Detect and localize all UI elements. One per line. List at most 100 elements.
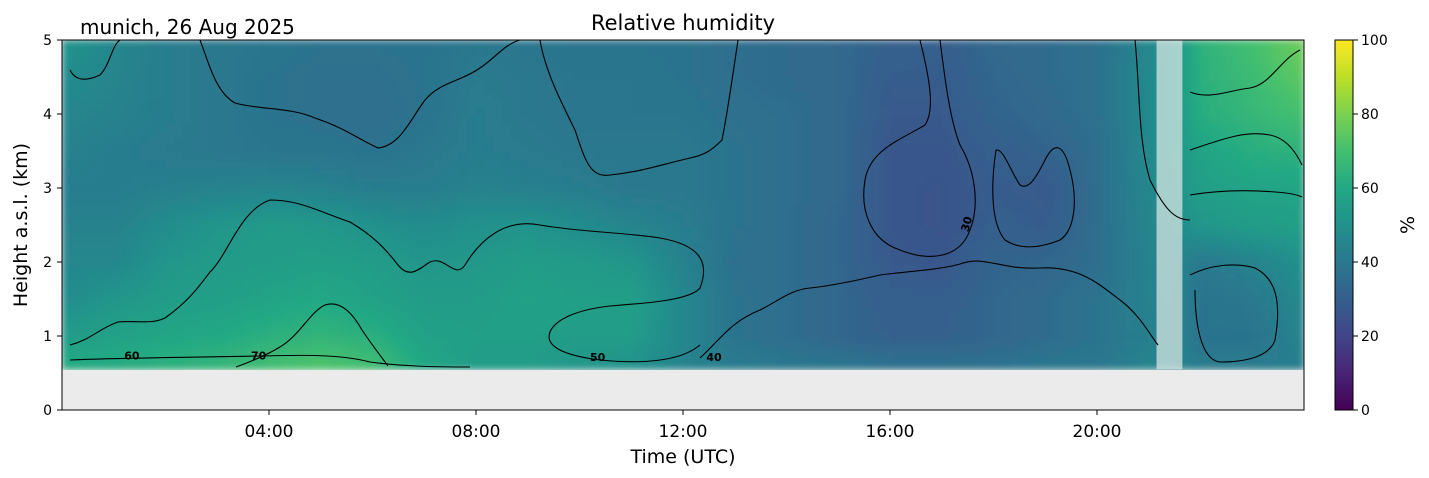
heatmap-cell xyxy=(872,324,882,333)
heatmap-cell xyxy=(898,92,908,101)
heatmap-cell xyxy=(398,294,408,303)
heatmap-cell xyxy=(269,137,279,146)
heatmap-cell xyxy=(872,159,882,168)
heatmap-cell xyxy=(717,84,727,93)
heatmap-cell xyxy=(665,279,675,288)
heatmap-cell xyxy=(527,99,537,108)
heatmap-cell xyxy=(510,234,520,243)
heatmap-cell xyxy=(872,182,882,191)
heatmap-cell xyxy=(864,189,874,198)
heatmap-cell xyxy=(648,114,658,123)
heatmap-cell xyxy=(217,152,227,161)
heatmap-cell xyxy=(984,114,995,123)
heatmap-cell xyxy=(915,309,926,318)
heatmap-cell xyxy=(984,189,995,198)
heatmap-cell xyxy=(62,174,72,183)
heatmap-cell xyxy=(864,47,874,56)
heatmap-cell xyxy=(493,144,503,153)
heatmap-cell xyxy=(467,286,477,296)
heatmap-cell xyxy=(277,107,287,116)
heatmap-cell xyxy=(691,40,701,49)
heatmap-cell xyxy=(484,324,494,333)
heatmap-cell xyxy=(260,204,270,213)
heatmap-cell xyxy=(243,219,253,228)
heatmap-cell xyxy=(312,77,322,86)
heatmap-cell xyxy=(1019,47,1029,56)
heatmap-cell xyxy=(752,316,762,325)
heatmap-cell xyxy=(260,54,270,64)
heatmap-cell xyxy=(924,212,934,221)
heatmap-cell xyxy=(527,361,537,370)
heatmap-cell xyxy=(96,167,106,176)
heatmap-cell xyxy=(251,144,261,153)
heatmap-cell xyxy=(527,227,537,236)
heatmap-cell xyxy=(976,62,986,71)
heatmap-cell xyxy=(415,242,425,251)
heatmap-cell xyxy=(562,159,572,168)
heatmap-cell xyxy=(657,99,667,108)
heatmap-cell xyxy=(821,242,831,251)
heatmap-cell xyxy=(381,286,391,296)
heatmap-cell xyxy=(959,144,969,153)
heatmap-cell xyxy=(243,249,253,258)
heatmap-cell xyxy=(786,189,796,198)
heatmap-cell xyxy=(467,99,477,108)
heatmap-cell xyxy=(648,264,658,273)
heatmap-cell xyxy=(605,219,615,228)
heatmap-cell xyxy=(614,40,624,49)
heatmap-cell xyxy=(846,204,857,213)
heatmap-cell xyxy=(959,47,969,56)
heatmap-cell xyxy=(545,316,555,325)
heatmap-cell xyxy=(924,249,934,258)
heatmap-cell xyxy=(251,272,261,281)
heatmap-cell xyxy=(381,361,391,370)
heatmap-cell xyxy=(812,242,822,251)
heatmap-cell xyxy=(674,316,684,325)
heatmap-cell xyxy=(303,361,313,370)
heatmap-cell xyxy=(225,197,236,206)
heatmap-cell xyxy=(553,227,563,236)
heatmap-cell xyxy=(105,346,115,355)
heatmap-cell xyxy=(760,54,770,64)
heatmap-cell xyxy=(424,279,434,288)
heatmap-cell xyxy=(605,249,615,258)
heatmap-cell xyxy=(760,301,770,311)
heatmap-cell xyxy=(234,339,244,348)
heatmap-cell xyxy=(846,324,857,333)
heatmap-cell xyxy=(148,294,158,303)
heatmap-cell xyxy=(838,182,848,191)
heatmap-cell xyxy=(372,354,382,363)
heatmap-cell xyxy=(683,339,693,348)
heatmap-cell xyxy=(708,264,719,273)
heatmap-cell xyxy=(622,62,632,71)
heatmap-cell xyxy=(1019,69,1029,79)
heatmap-cell xyxy=(777,286,788,296)
heatmap-cell xyxy=(838,137,848,146)
heatmap-cell xyxy=(648,129,658,138)
heatmap-cell xyxy=(726,182,736,191)
heatmap-cell xyxy=(743,354,753,363)
heatmap-cell xyxy=(605,107,615,116)
heatmap-cell xyxy=(596,272,606,281)
heatmap-cell xyxy=(458,346,468,355)
heatmap-cell xyxy=(70,301,80,311)
heatmap-cell xyxy=(251,122,261,131)
heatmap-cell xyxy=(898,189,908,198)
heatmap-cell xyxy=(545,234,555,243)
heatmap-cell xyxy=(536,339,546,348)
heatmap-cell xyxy=(277,69,287,79)
heatmap-cell xyxy=(148,286,158,296)
heatmap-cell xyxy=(432,40,443,49)
heatmap-cell xyxy=(933,152,943,161)
heatmap-cell xyxy=(191,301,201,311)
heatmap-cell xyxy=(993,167,1003,176)
heatmap-cell xyxy=(407,99,417,108)
heatmap-cell xyxy=(683,354,693,363)
heatmap-cell xyxy=(941,114,951,123)
heatmap-cell xyxy=(941,129,951,138)
heatmap-cell xyxy=(967,301,977,311)
heatmap-cell xyxy=(915,137,926,146)
heatmap-cell xyxy=(639,204,650,213)
heatmap-cell xyxy=(329,257,339,266)
heatmap-cell xyxy=(320,204,330,213)
